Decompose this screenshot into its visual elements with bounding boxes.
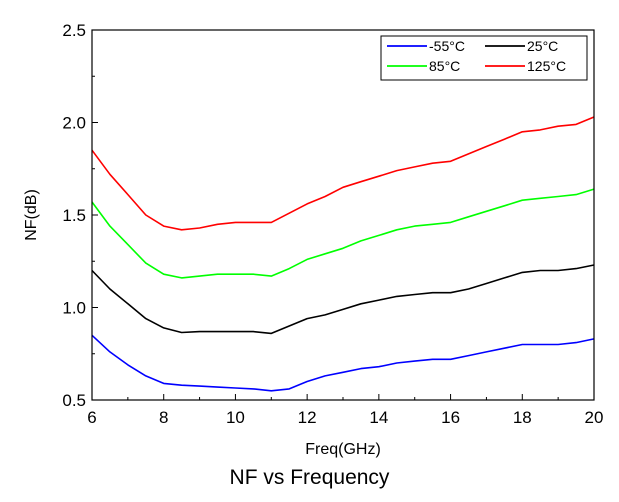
y-tick-label: 1.0 (62, 299, 86, 318)
nf-frequency-chart: 6 8 10 12 14 16 18 200.51.01.52.02.5 Freq(GHz) … (23, 21, 603, 458)
x-tick-label: 6 (87, 408, 96, 427)
series-line-0 (91, 334, 595, 392)
x-tick-label: 10 (226, 408, 245, 427)
series-line-3 (91, 116, 595, 231)
legend-label-1: 25°C (527, 38, 558, 54)
series-line-2 (91, 188, 595, 279)
y-tick-label: 2.5 (62, 21, 86, 40)
y-tick-label: 0.5 (62, 391, 86, 410)
series-line-1 (91, 264, 595, 335)
chart-title: NF vs Frequency (229, 466, 390, 489)
x-tick-label: 18 (513, 408, 532, 427)
x-tick-label: 20 (585, 408, 604, 427)
x-tick-label: 12 (298, 408, 317, 427)
legend-label-2: 85°C (429, 58, 460, 74)
x-tick-label: 16 (441, 408, 460, 427)
legend-box (380, 35, 588, 81)
x-tick-label: 8 (159, 408, 168, 427)
y-axis-title: NF(dB) (23, 189, 40, 241)
legend: -55°C 25°C 85°C 125°C (380, 35, 588, 81)
y-tick-label: 1.5 (62, 206, 86, 225)
plot-area (91, 29, 595, 401)
legend-label-0: -55°C (429, 38, 465, 54)
x-axis-title: Freq(GHz) (305, 441, 381, 458)
y-tick-label: 2.0 (62, 114, 86, 133)
x-tick-label: 14 (369, 408, 388, 427)
axis-ticks: 6 8 10 12 14 16 18 20 0.5 1.0 1.5 2.0 2.5 (62, 21, 603, 427)
legend-label-3: 125°C (527, 58, 566, 74)
